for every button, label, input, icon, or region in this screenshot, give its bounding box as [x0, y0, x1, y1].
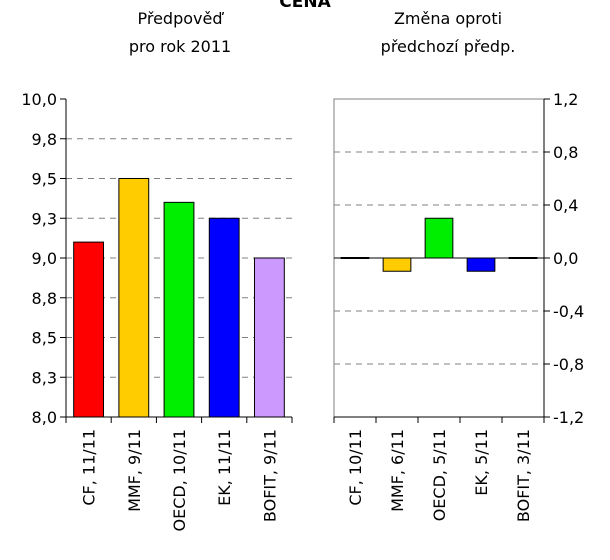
- y-tick-label: -0,4: [553, 302, 584, 321]
- y-tick-label: 9,5: [32, 170, 57, 189]
- bar: [382, 257, 412, 272]
- y-tick-label: -0,8: [553, 355, 584, 374]
- bar: [163, 201, 195, 418]
- bar: [466, 257, 496, 272]
- bar: [253, 257, 285, 418]
- x-tick-label: BOFIT, 3/11: [514, 429, 533, 522]
- y-tick-label: 9,0: [32, 249, 57, 268]
- y-tick-label: 9,8: [32, 130, 57, 149]
- y-tick-label: 0,4: [553, 196, 578, 215]
- x-tick-label: BOFIT, 9/11: [260, 429, 279, 522]
- x-tick-label: OECD, 10/11: [170, 429, 189, 531]
- x-tick-label: OECD, 5/11: [430, 429, 449, 521]
- x-tick-label: CF, 11/11: [80, 429, 99, 506]
- y-tick-label: 8,8: [32, 289, 57, 308]
- panel-subtitle-line: Předpověď: [137, 9, 224, 28]
- bar: [208, 217, 240, 418]
- panel-subtitle-line: předchozí předp.: [381, 37, 516, 56]
- change-panel: Změna oproti předchozí předp. -1,2 -0,8 -0,4…: [333, 9, 584, 522]
- y-tick-label: 9,3: [32, 209, 57, 228]
- y-tick-label: 10,0: [21, 90, 57, 109]
- forecast-panel: Předpověď pro rok 2011 8,0 8,3 8,5 8,8 9,0 9,3 9…: [21, 9, 293, 531]
- y-tick-label: 1,2: [553, 90, 578, 109]
- panel-subtitle-line: Změna oproti: [394, 9, 502, 28]
- y-tick-label: 0,8: [553, 143, 578, 162]
- y-tick-label: 8,5: [32, 329, 57, 348]
- bar: [73, 241, 105, 418]
- x-tick-label: EK, 5/11: [472, 429, 491, 496]
- x-tick-label: MMF, 6/11: [388, 429, 407, 512]
- bar: [118, 178, 150, 418]
- y-tick-label: 8,3: [32, 368, 57, 387]
- x-tick-label: MMF, 9/11: [125, 429, 144, 512]
- x-tick-label: CF, 10/11: [346, 429, 365, 506]
- y-tick-label: 8,0: [32, 408, 57, 427]
- y-tick-label: 0,0: [553, 249, 578, 268]
- bar: [424, 217, 454, 259]
- y-tick-label: -1,2: [553, 408, 584, 427]
- x-tick-label: EK, 11/11: [215, 429, 234, 506]
- chart-title: CENA: [279, 0, 331, 12]
- panel-subtitle-line: pro rok 2011: [129, 37, 231, 56]
